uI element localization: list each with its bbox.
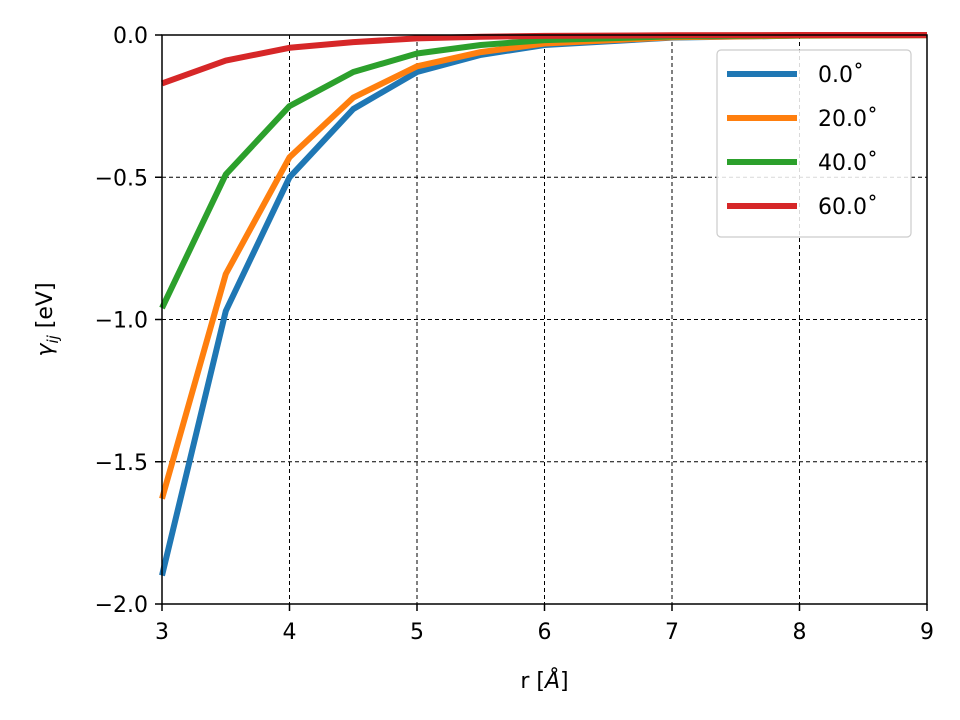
y-tick-label: −0.5 (95, 166, 148, 191)
x-axis-label-main: r [ (520, 669, 545, 694)
x-axis-label-close: ] (560, 669, 569, 694)
x-tick-label: 6 (538, 620, 552, 645)
x-tick-label: 8 (793, 620, 807, 645)
x-tick-label: 3 (155, 620, 169, 645)
x-axis-label-var: Å (543, 667, 560, 694)
legend: 0.0˚ 20.0˚ 40.0˚ 60.0˚ (716, 49, 912, 238)
series-lines (159, 32, 928, 577)
x-tick-label: 7 (665, 620, 679, 645)
x-tick-label: 4 (283, 620, 297, 645)
x-tick-label: 9 (920, 620, 934, 645)
legend-label-3: 60.0˚ (818, 195, 878, 220)
axis-ticks: 3 4 5 6 7 8 9 0.0 −0.5 −1.0 −1.5 −2.0 (95, 24, 934, 645)
x-axis-label: r [Å] (520, 667, 568, 694)
y-tick-label: −1.0 (95, 309, 148, 334)
y-tick-label: −2.0 (95, 593, 148, 618)
y-axis-label-subscript: ij (44, 334, 62, 343)
legend-label-2: 40.0˚ (818, 151, 878, 176)
y-axis-label-unit: [eV] (33, 282, 58, 335)
legend-label-1: 20.0˚ (818, 107, 878, 132)
y-axis-label: γij [eV] (33, 282, 62, 356)
x-tick-label: 5 (410, 620, 424, 645)
y-tick-label: 0.0 (113, 24, 148, 49)
y-axis-label-symbol: γ (33, 343, 58, 357)
legend-label-0: 0.0˚ (818, 63, 864, 88)
y-tick-label: −1.5 (95, 451, 148, 476)
legend-box (716, 49, 912, 238)
